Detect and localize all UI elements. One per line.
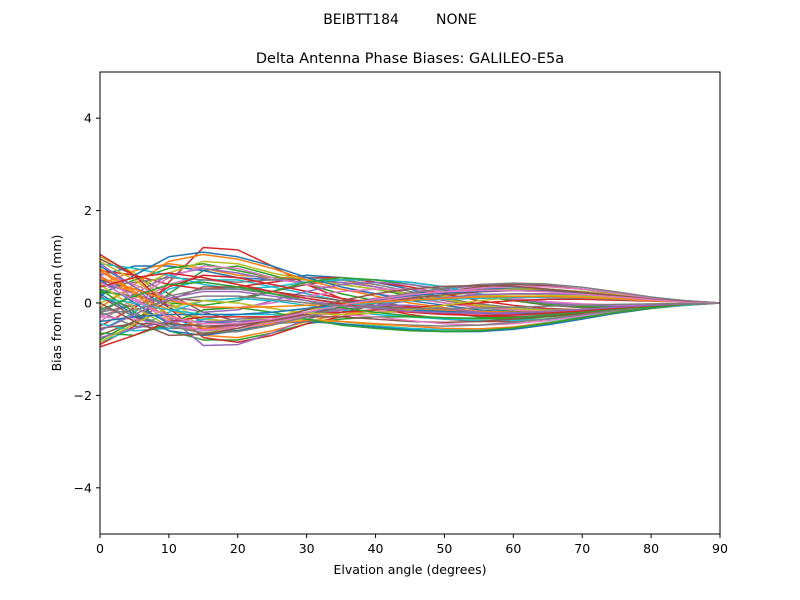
y-tick-label: −4 bbox=[74, 480, 92, 495]
x-tick-label: 10 bbox=[161, 541, 177, 556]
x-tick-label: 20 bbox=[230, 541, 246, 556]
x-tick-label: 30 bbox=[299, 541, 315, 556]
y-tick-label: 0 bbox=[84, 296, 92, 311]
suptitle-station: BEIBTT184 bbox=[323, 12, 399, 28]
suptitle-radome: NONE bbox=[436, 12, 477, 28]
x-tick-label: 50 bbox=[436, 541, 452, 556]
series-line-52 bbox=[99, 276, 721, 309]
series-line-56 bbox=[99, 284, 721, 337]
y-tick-label: −2 bbox=[74, 388, 92, 403]
y-tick-label: 2 bbox=[84, 203, 92, 218]
series-line-44 bbox=[99, 298, 721, 348]
series-line-37 bbox=[99, 274, 721, 332]
x-tick-label: 0 bbox=[96, 541, 104, 556]
series-line-58 bbox=[99, 295, 721, 316]
x-tick-label: 40 bbox=[368, 541, 384, 556]
series-line-41 bbox=[99, 293, 721, 337]
x-tick-label: 60 bbox=[505, 541, 521, 556]
series-line-57 bbox=[99, 281, 721, 325]
series-line-47 bbox=[99, 285, 721, 331]
series-line-43 bbox=[99, 302, 721, 337]
y-axis-ticks: −4 −2 0 2 4 bbox=[74, 111, 100, 495]
series-line-25 bbox=[99, 281, 721, 313]
figure-suptitle: BEIBTT184 NONE bbox=[323, 12, 477, 28]
x-axis-label: Elvation angle (degrees) bbox=[333, 562, 486, 577]
series-layer bbox=[99, 246, 721, 348]
series-line-48 bbox=[99, 282, 721, 334]
chart-title: Delta Antenna Phase Biases: GALILEO-E5a bbox=[256, 51, 564, 67]
series-line-53 bbox=[99, 281, 721, 319]
series-line-55 bbox=[99, 290, 721, 332]
x-tick-label: 80 bbox=[643, 541, 659, 556]
x-tick-label: 70 bbox=[574, 541, 590, 556]
y-tick-label: 4 bbox=[84, 111, 92, 126]
y-axis-label: Bias from mean (mm) bbox=[49, 235, 64, 372]
series-line-54 bbox=[99, 272, 721, 317]
x-tick-label: 90 bbox=[712, 541, 728, 556]
x-axis-ticks: 0 10 20 30 40 50 60 70 80 90 bbox=[96, 534, 728, 556]
